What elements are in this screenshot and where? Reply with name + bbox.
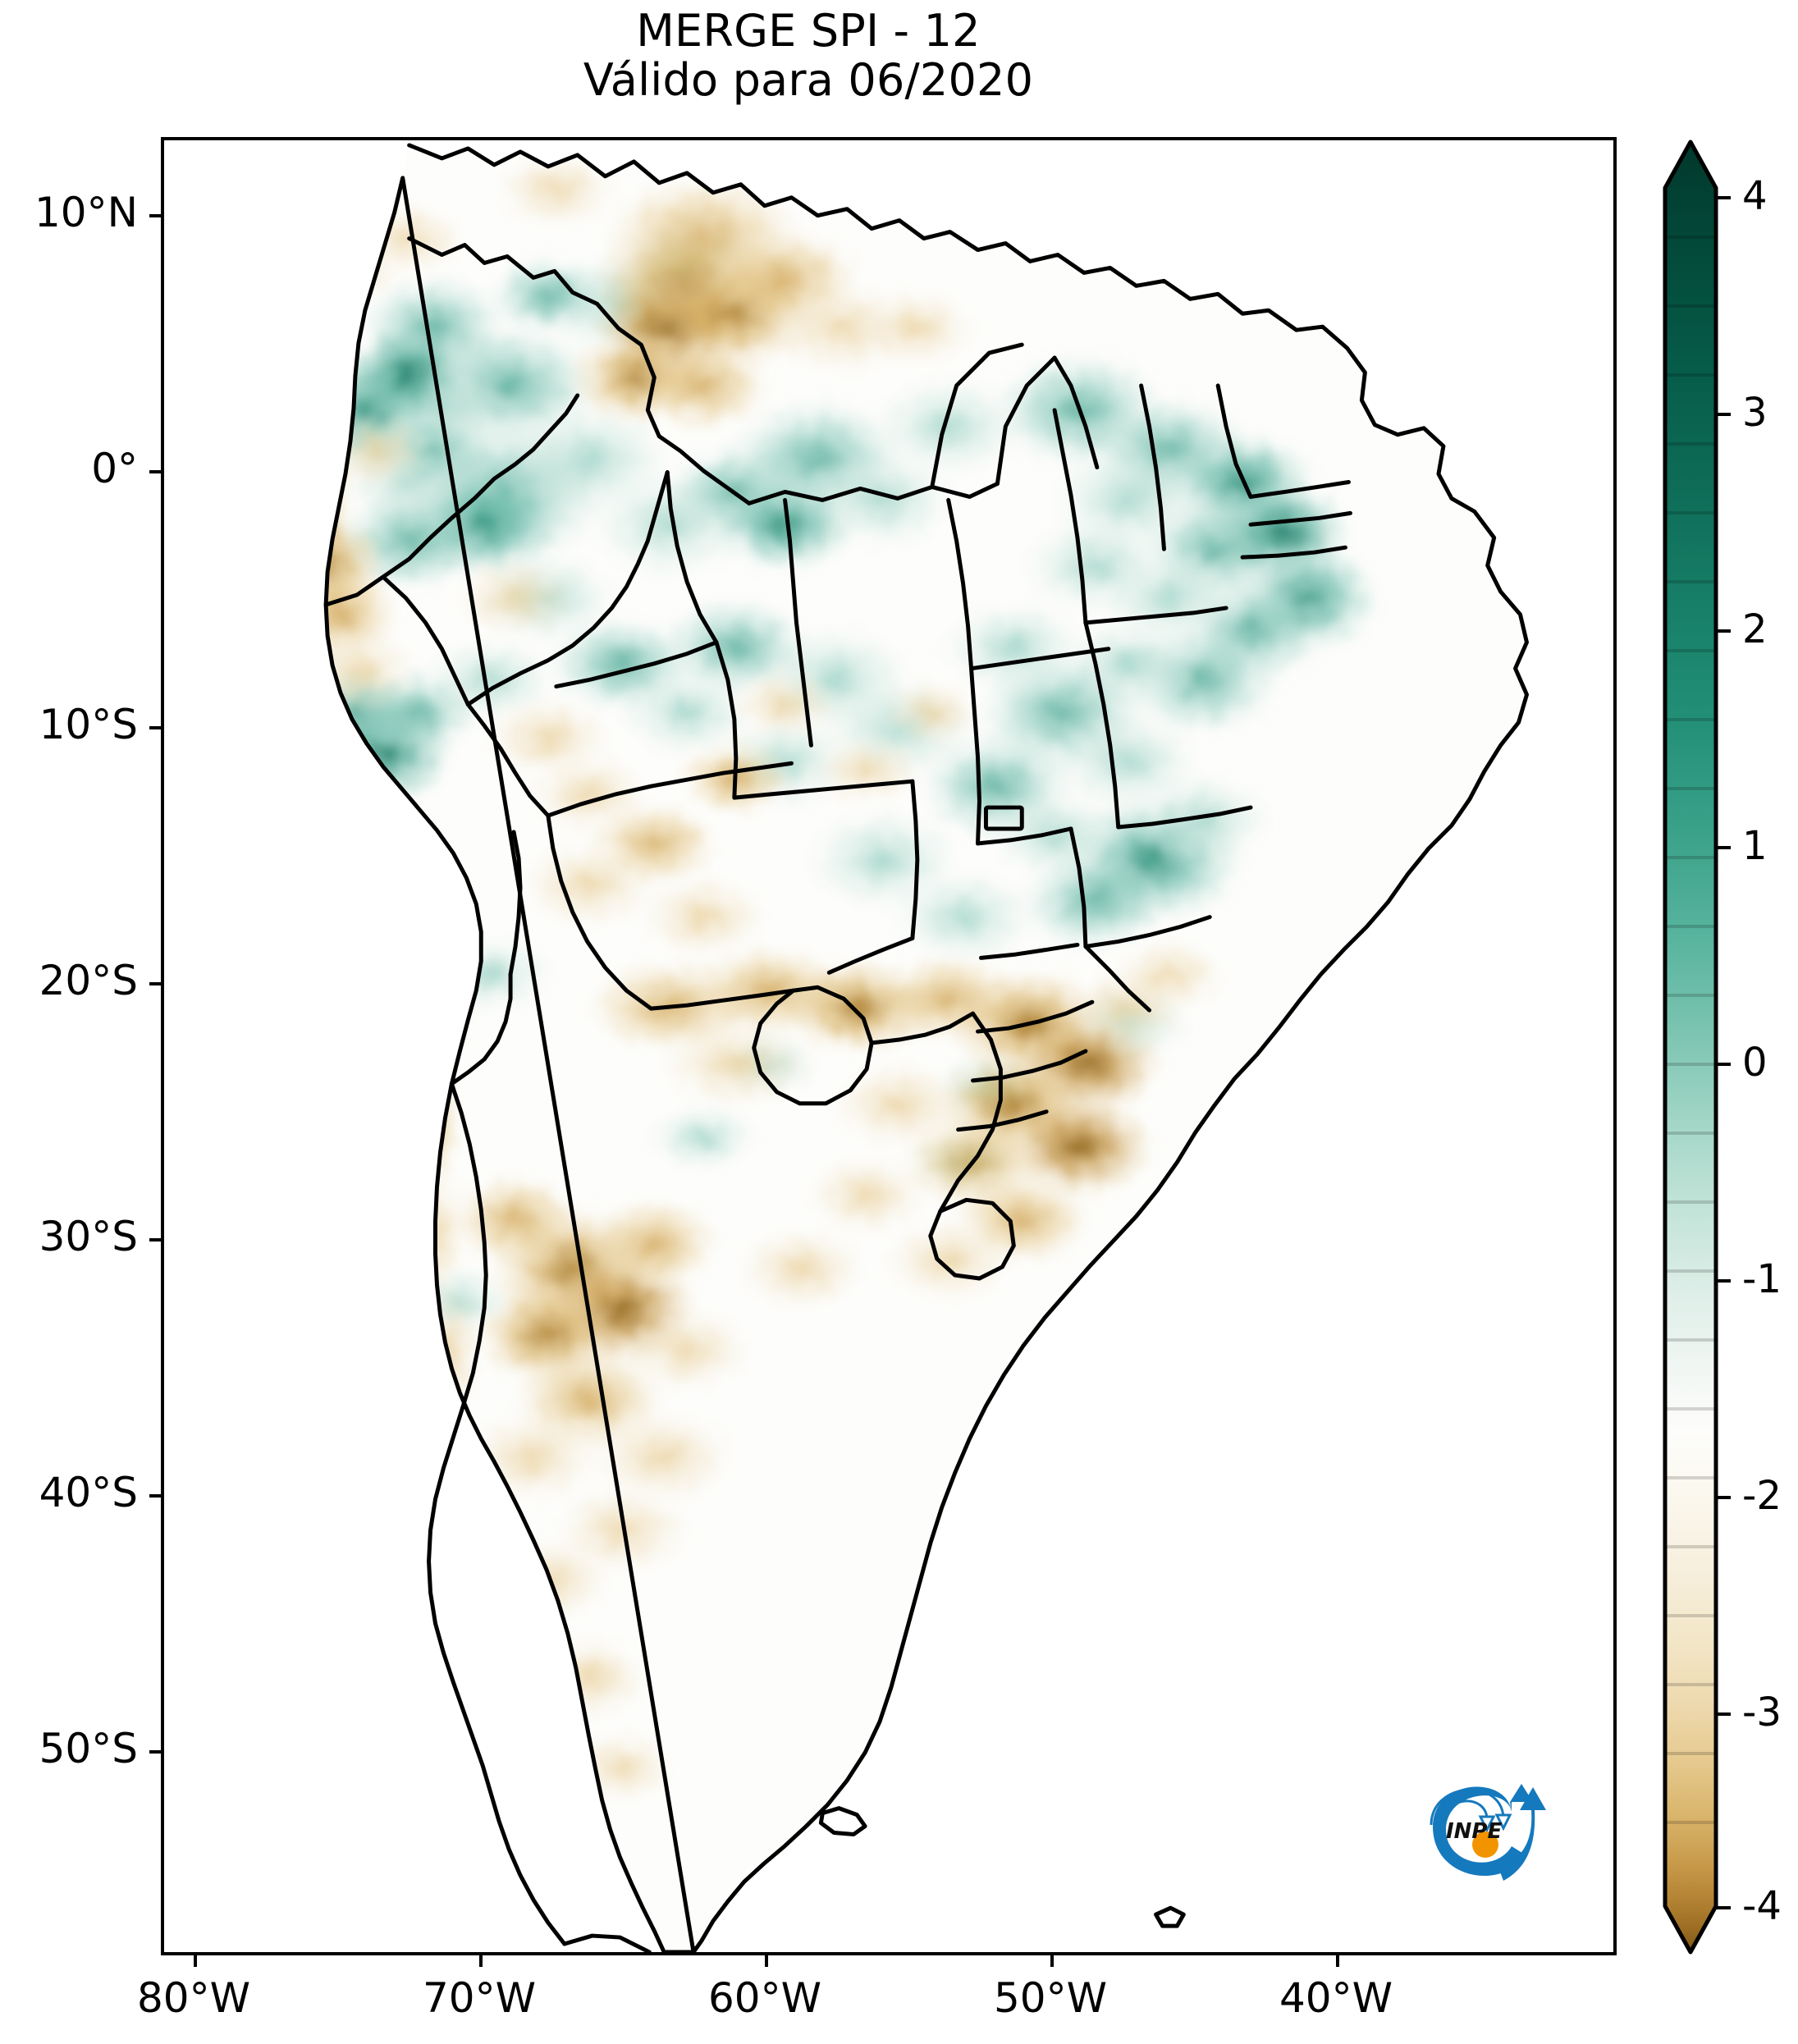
y-axis-label-1: 0° [91, 445, 138, 492]
colorbar-label-0: 4 [1742, 173, 1768, 219]
colorbar[interactable]: 4 3 2 1 0 -1 -2 -3 -4 [1647, 137, 1798, 1955]
y-tickmark [149, 214, 161, 217]
colorbar-tickmark [1716, 1279, 1731, 1283]
spi-map [323, 143, 1529, 1952]
logo-outer-arc [1430, 1788, 1505, 1826]
y-tickmark [149, 726, 161, 729]
colorbar-label-4: 0 [1742, 1040, 1768, 1086]
colorbar-label-6: -2 [1742, 1473, 1782, 1519]
colorbar-label-3: 1 [1742, 823, 1768, 869]
x-axis-label-2: 60°W [707, 1974, 822, 2022]
colorbar-label-5: -1 [1742, 1256, 1782, 1302]
y-axis-label-3: 20°S [39, 957, 138, 1004]
y-tickmark [149, 1238, 161, 1241]
colorbar-tickmark [1716, 1712, 1731, 1716]
x-axis-label-1: 70°W [422, 1974, 537, 2022]
logo-sweep-arrow [1433, 1784, 1533, 1877]
y-tickmark [149, 470, 161, 473]
colorbar-tickmark [1716, 196, 1731, 199]
logo-orange-dot [1472, 1831, 1498, 1858]
colorbar-gradient [1663, 139, 1718, 1955]
logo-arrowhead-inner [1478, 1815, 1496, 1833]
colorbar-tickmark [1716, 629, 1731, 633]
y-tickmark [149, 1494, 161, 1498]
spi-field [326, 144, 1527, 1952]
y-tickmark [149, 1750, 161, 1754]
title-line-1: MERGE SPI - 12 [636, 5, 981, 57]
colorbar-tickmark [1716, 1063, 1731, 1066]
y-axis-label-0: 10°N [34, 189, 138, 236]
inpe-logo: INPE [1410, 1766, 1549, 1889]
logo-arrowhead-outer [1494, 1813, 1512, 1831]
y-axis-label-6: 50°S [39, 1725, 138, 1772]
colorbar-tickmark [1716, 413, 1731, 416]
colorbar-tickmark [1716, 846, 1731, 849]
colorbar-label-1: 3 [1742, 390, 1768, 436]
inpe-logo-svg: INPE [1430, 1784, 1546, 1881]
y-axis-label-2: 10°S [39, 701, 138, 748]
x-tickmark [194, 1955, 197, 1967]
x-axis-label-4: 40°W [1279, 1974, 1393, 2022]
map-plot-area [161, 137, 1617, 1955]
x-tickmark [765, 1955, 768, 1967]
y-axis-label-5: 40°S [39, 1469, 138, 1516]
x-axis-label-3: 50°W [993, 1974, 1108, 2022]
title-line-2: Válido para 06/2020 [583, 54, 1034, 107]
colorbar-tickmark [1716, 1496, 1731, 1499]
colorbar-label-8: -4 [1742, 1883, 1782, 1929]
colorbar-label-7: -3 [1742, 1690, 1782, 1735]
logo-wordmark: INPE [1446, 1819, 1502, 1844]
country-borders [323, 143, 1529, 1952]
colorbar-label-2: 2 [1742, 606, 1768, 652]
x-axis-label-0: 80°W [136, 1974, 251, 2022]
chart-title: MERGE SPI - 12 Válido para 06/2020 [0, 5, 1617, 107]
y-axis-label-4: 30°S [39, 1213, 138, 1260]
x-tickmark [479, 1955, 483, 1967]
colorbar-tickmark [1716, 1906, 1731, 1909]
logo-up-arrow [1498, 1787, 1546, 1881]
x-tickmark [1336, 1955, 1339, 1967]
logo-inner-arc [1443, 1799, 1489, 1824]
y-tickmark [149, 982, 161, 985]
x-tickmark [1050, 1955, 1054, 1967]
